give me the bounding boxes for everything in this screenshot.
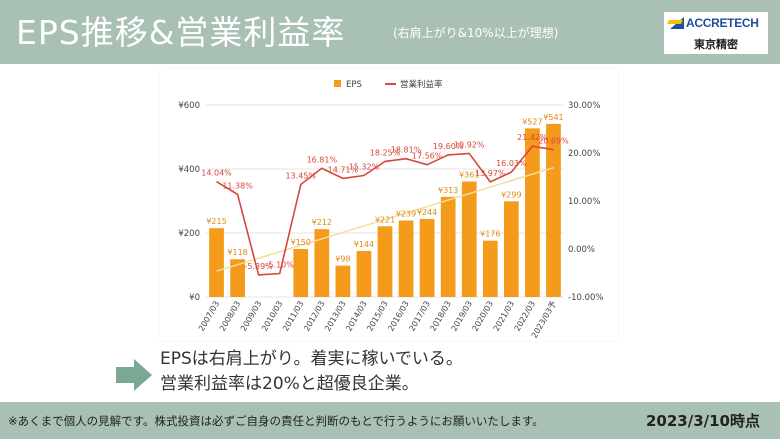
eps-data-label: ¥118 [227, 248, 247, 257]
eps-data-label: ¥313 [438, 186, 458, 195]
margin-data-label: 11.38% [222, 181, 253, 190]
margin-data-label: 20.69% [538, 137, 569, 146]
eps-bar [377, 226, 393, 297]
margin-data-label: 16.81% [307, 155, 338, 164]
margin-data-label: -5.10% [266, 260, 295, 269]
y-right-tick-label: -10.00% [568, 293, 603, 303]
y-left-tick-label: ¥400 [178, 165, 200, 175]
y-right-tick-label: 20.00% [568, 149, 600, 159]
eps-bar [503, 201, 519, 297]
eps-margin-chart: ¥0 ¥200 ¥400 ¥600 -10.00% 0.00% 10.00% 20.00% 30… [178, 79, 603, 340]
legend-label-margin: 営業利益率 [400, 79, 443, 90]
margin-line [216, 145, 554, 276]
y-right-tick-label: 0.00% [568, 245, 595, 255]
eps-bar [440, 196, 456, 297]
eps-bar [335, 265, 351, 297]
y-left-tick-label: ¥200 [178, 229, 200, 239]
disclaimer-text: ※あくまで個人の見解です。株式投資は必ずご自身の責任と判断のもとで行うようにお願… [8, 414, 544, 428]
logo-text: ACCRETECH [686, 16, 759, 30]
page-subtitle: (右肩上がり&10%以上が理想) [393, 26, 559, 40]
y-left-tick-label: ¥600 [178, 101, 200, 111]
eps-data-label: ¥299 [501, 190, 521, 199]
y-left-tick-label: ¥0 [189, 293, 200, 303]
eps-bar [398, 220, 414, 297]
margin-data-label: 13.45% [286, 171, 317, 180]
eps-data-label: ¥176 [480, 230, 500, 239]
y-right-tick-label: 30.00% [568, 101, 600, 111]
eps-data-label: ¥150 [291, 238, 311, 247]
eps-trendline [216, 166, 554, 272]
summary-line-eps: EPSは右肩上がり。着実に稼いでいる。 [160, 349, 463, 369]
as-of-date: 2023/3/10時点 [645, 412, 760, 430]
eps-data-label: ¥144 [354, 240, 374, 249]
margin-data-label: -5.39% [244, 262, 273, 271]
page-title: EPS推移&営業利益率 [16, 13, 346, 52]
margin-data-label: 17.56% [412, 152, 443, 161]
eps-data-label: ¥212 [312, 218, 332, 227]
arrow-right-icon [116, 359, 152, 391]
summary-line-margin: 営業利益率は20%と超優良企業。 [160, 374, 419, 394]
eps-data-label: ¥244 [417, 208, 437, 217]
eps-data-label: ¥361 [459, 170, 479, 179]
eps-bar [293, 249, 309, 297]
margin-data-label: 18.81% [391, 146, 422, 155]
y-right-tick-label: 10.00% [568, 197, 600, 207]
legend-swatch-eps [334, 80, 341, 87]
eps-bar [525, 128, 540, 297]
margin-data-label: 19.92% [454, 140, 485, 149]
chart-container: ¥0 ¥200 ¥400 ¥600 -10.00% 0.00% 10.00% 20.00% 30… [160, 68, 618, 341]
eps-bar [230, 259, 245, 297]
legend-label-eps: EPS [346, 80, 362, 90]
margin-data-label: 19.60% [433, 142, 464, 151]
eps-bar [356, 250, 372, 297]
eps-bar [482, 240, 498, 297]
margin-data-label: 14.04% [201, 169, 232, 178]
eps-data-label: ¥541 [543, 113, 563, 122]
margin-data-label: 14.71% [328, 165, 359, 174]
eps-bar [546, 123, 561, 297]
eps-bar [419, 218, 435, 297]
logo-subtext: 東京精密 [694, 38, 738, 51]
footer-bar: ※あくまで個人の見解です。株式投資は必ずご自身の責任と判断のもとで行うようにお願… [0, 402, 780, 439]
eps-data-label: ¥221 [375, 215, 395, 224]
eps-bar [314, 229, 330, 297]
margin-data-label: 13.97% [475, 169, 506, 178]
eps-bar [461, 181, 477, 297]
eps-data-label: ¥527 [522, 117, 542, 126]
eps-data-label: ¥239 [396, 210, 416, 219]
margin-data-label: 15.32% [349, 162, 380, 171]
margin-data-label: 16.03% [496, 159, 527, 168]
company-logo: ACCRETECH 東京精密 [664, 12, 768, 54]
eps-bar [209, 228, 224, 297]
logo-stripe-icon [667, 20, 683, 24]
summary-text: EPSは右肩上がり。着実に稼いでいる。 営業利益率は20%と超優良企業。 [160, 347, 463, 397]
margin-data-label: 18.25% [370, 148, 401, 157]
eps-data-label: ¥98 [335, 255, 350, 264]
eps-data-label: ¥215 [206, 217, 226, 226]
margin-data-label: 21.42% [517, 133, 548, 142]
header-bar: EPS推移&営業利益率 (右肩上がり&10%以上が理想) ACCRETECH 東… [0, 0, 780, 64]
